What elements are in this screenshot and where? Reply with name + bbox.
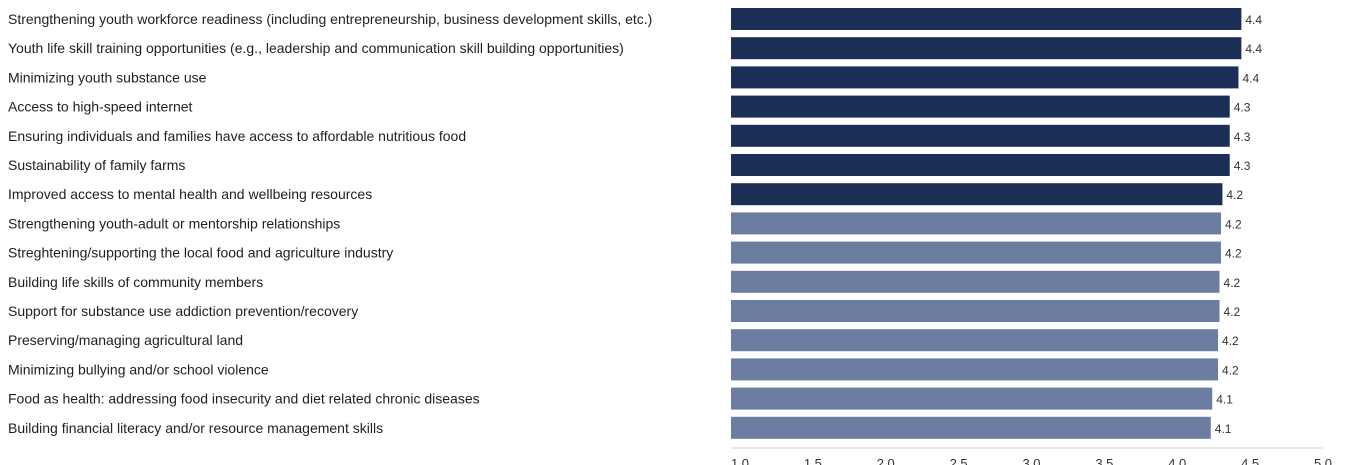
category-label: Preserving/managing agricultural land xyxy=(8,332,243,348)
bar xyxy=(731,212,1221,235)
bar-value-label: 4.2 xyxy=(1224,276,1241,290)
category-label: Minimizing bullying and/or school violen… xyxy=(8,361,269,377)
value-labels: 4.4 4.4 4.4 4.3 4.3 4.3 4.2 4.2 4.2 4.2 4.2 4.2 4.2 4… xyxy=(1215,13,1263,436)
bars xyxy=(731,8,1242,439)
bar-value-label: 4.2 xyxy=(1224,305,1241,319)
bar-value-label: 4.4 xyxy=(1242,71,1259,85)
bar-value-label: 4.2 xyxy=(1222,363,1239,377)
bar xyxy=(731,270,1220,293)
bar-value-label: 4.3 xyxy=(1234,101,1251,115)
x-tick-label: 2.5 xyxy=(950,456,968,465)
bar xyxy=(731,416,1211,439)
x-axis-ticks: 1.0 1.5 2.0 2.5 3.0 3.5 4.0 4.5 5.0 xyxy=(731,456,1332,465)
bar-value-label: 4.2 xyxy=(1222,334,1239,348)
x-tick-label: 1.0 xyxy=(731,456,749,465)
x-tick-label: 3.5 xyxy=(1095,456,1113,465)
bar xyxy=(731,300,1220,322)
category-label: Improved access to mental health and wel… xyxy=(8,186,372,202)
bar xyxy=(731,95,1230,118)
bar xyxy=(731,37,1242,60)
category-label: Streghtening/supporting the local food a… xyxy=(8,245,393,261)
bar xyxy=(731,124,1230,147)
category-label: Building financial literacy and/or resou… xyxy=(8,420,383,436)
x-tick-label: 1.5 xyxy=(804,456,822,465)
bar xyxy=(731,66,1239,89)
bar-value-label: 4.1 xyxy=(1215,422,1232,436)
category-label: Strengthening youth-adult or mentorship … xyxy=(8,215,340,231)
bar xyxy=(731,329,1219,352)
x-tick-label: 2.0 xyxy=(877,456,895,465)
category-label: Access to high-speed internet xyxy=(8,99,193,115)
bar xyxy=(731,154,1230,176)
category-label: Sustainability of family farms xyxy=(8,157,185,173)
bar xyxy=(731,387,1213,410)
category-label: Ensuring individuals and families have a… xyxy=(8,128,466,144)
category-label: Food as health: addressing food insecuri… xyxy=(8,391,480,407)
bar-value-label: 4.1 xyxy=(1216,393,1233,407)
category-label: Support for substance use addiction prev… xyxy=(8,303,358,319)
category-label: Minimizing youth substance use xyxy=(8,69,207,85)
bar-value-label: 4.2 xyxy=(1225,217,1242,231)
bar-value-label: 4.3 xyxy=(1234,130,1251,144)
x-tick-label: 4.0 xyxy=(1168,456,1186,465)
category-label: Strengthening youth workforce readiness … xyxy=(8,11,652,27)
x-tick-label: 3.0 xyxy=(1022,456,1040,465)
bar-value-label: 4.2 xyxy=(1225,247,1242,261)
x-tick-label: 4.5 xyxy=(1241,456,1259,465)
bar-value-label: 4.3 xyxy=(1234,159,1251,173)
category-labels: Strengthening youth workforce readiness … xyxy=(8,11,652,436)
bar xyxy=(731,8,1242,30)
category-label: Building life skills of community member… xyxy=(8,274,263,290)
bar-value-label: 4.4 xyxy=(1245,13,1262,27)
bar-value-label: 4.2 xyxy=(1226,188,1243,202)
category-label: Youth life skill training opportunities … xyxy=(8,40,624,56)
bar xyxy=(731,358,1219,381)
bar-value-label: 4.4 xyxy=(1245,42,1262,56)
bar xyxy=(731,241,1221,264)
bar xyxy=(731,183,1223,206)
x-tick-label: 5.0 xyxy=(1314,456,1332,465)
